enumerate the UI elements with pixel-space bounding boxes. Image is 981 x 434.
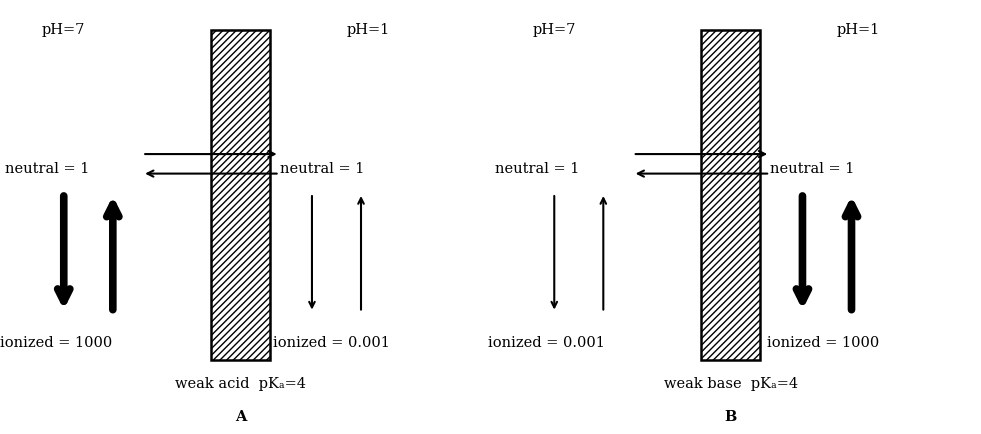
- Text: weak base  pKₐ=4: weak base pKₐ=4: [664, 377, 798, 391]
- Text: neutral = 1: neutral = 1: [770, 162, 854, 176]
- Text: ionized = 0.001: ionized = 0.001: [273, 336, 389, 350]
- Text: ionized = 1000: ionized = 1000: [0, 336, 112, 350]
- Text: weak acid  pKₐ=4: weak acid pKₐ=4: [175, 377, 306, 391]
- Text: pH=1: pH=1: [837, 23, 880, 37]
- Text: B: B: [725, 410, 737, 424]
- Text: pH=7: pH=7: [42, 23, 85, 37]
- Text: A: A: [234, 410, 246, 424]
- Bar: [701, 30, 760, 360]
- Text: neutral = 1: neutral = 1: [5, 162, 89, 176]
- Text: neutral = 1: neutral = 1: [495, 162, 580, 176]
- Text: pH=1: pH=1: [346, 23, 389, 37]
- Text: neutral = 1: neutral = 1: [280, 162, 364, 176]
- Text: ionized = 1000: ionized = 1000: [767, 336, 879, 350]
- Bar: [211, 30, 270, 360]
- Text: ionized = 0.001: ionized = 0.001: [488, 336, 604, 350]
- Text: pH=7: pH=7: [533, 23, 576, 37]
